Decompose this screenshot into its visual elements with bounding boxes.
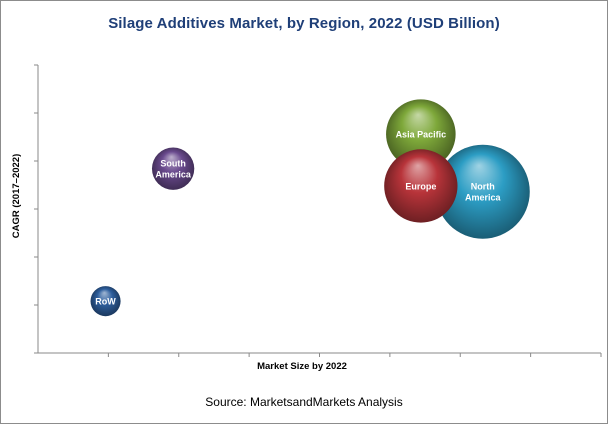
bubble-south-america-label: America (155, 170, 192, 180)
bubble-row: RoW (90, 286, 121, 317)
bubble-north-america-circle (435, 144, 530, 239)
bubble-south-america-circle (151, 147, 195, 190)
bubble-asia-pacific-circle (386, 99, 456, 169)
bubble-row-circle (90, 286, 121, 317)
bubble-europe-circle (384, 149, 458, 223)
x-axis-label: Market Size by 2022 (257, 361, 347, 372)
y-axis-label: CAGR (2017–2022) (11, 154, 22, 239)
bubble-asia-pacific: Asia Pacific (386, 99, 456, 169)
bubble-europe-label: Europe (405, 181, 436, 191)
bubble-asia-pacific-label: Asia Pacific (396, 130, 447, 140)
bubble-north-america-label: North (471, 182, 495, 192)
bubble-south-america-label: South (160, 159, 186, 169)
bubble-row-label: RoW (95, 297, 116, 307)
source-note: Source: MarketsandMarkets Analysis (205, 395, 403, 409)
bubble-europe: Europe (384, 149, 458, 223)
axis-ticks (34, 64, 602, 357)
chart-title: Silage Additives Market, by Region, 2022… (108, 15, 500, 32)
bubble-north-america-label: America (465, 193, 502, 203)
